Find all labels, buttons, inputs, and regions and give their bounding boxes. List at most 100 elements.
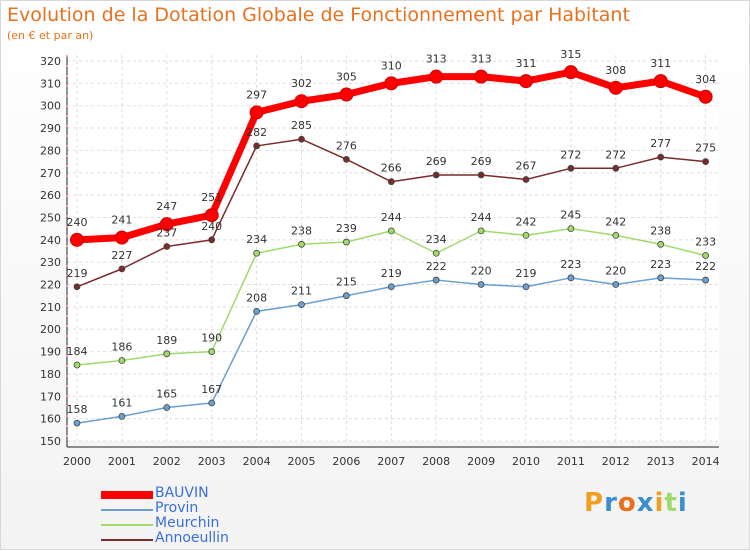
point-meurchin <box>522 231 530 239</box>
y-tick-label: 270 <box>40 167 61 180</box>
series-layer <box>70 65 713 427</box>
point-annoeullin <box>118 265 126 273</box>
x-tick-label: 2001 <box>108 455 136 468</box>
logo-letter: r <box>604 488 618 518</box>
data-label-annoeullin: 237 <box>156 227 177 240</box>
data-label-bauvin: 310 <box>381 59 402 72</box>
data-label-bauvin: 241 <box>111 214 132 227</box>
legend-swatch <box>101 509 153 511</box>
point-meurchin <box>387 227 395 235</box>
x-tick-label: 2003 <box>198 455 226 468</box>
data-label-bauvin: 297 <box>246 88 267 101</box>
point-provin <box>208 399 216 407</box>
x-tick-label: 2010 <box>512 455 540 468</box>
data-label-annoeullin: 272 <box>605 148 626 161</box>
data-label-provin: 167 <box>201 383 222 396</box>
point-annoeullin <box>432 171 440 179</box>
data-label-annoeullin: 276 <box>336 139 357 152</box>
data-label-provin: 222 <box>695 260 716 273</box>
x-tick-label: 2009 <box>467 455 495 468</box>
point-bauvin <box>474 69 489 84</box>
x-tick-label: 2007 <box>377 455 405 468</box>
point-provin <box>163 404 171 411</box>
point-annoeullin <box>702 158 709 165</box>
point-bauvin <box>249 105 264 120</box>
point-provin <box>702 276 709 284</box>
data-label-bauvin: 313 <box>471 53 492 66</box>
data-label-provin: 219 <box>516 267 537 280</box>
point-annoeullin <box>522 176 530 183</box>
point-annoeullin <box>208 236 216 244</box>
data-label-annoeullin: 219 <box>67 267 88 280</box>
point-provin <box>432 276 440 284</box>
data-label-bauvin: 313 <box>426 53 447 66</box>
y-tick-label: 210 <box>40 301 61 314</box>
legend-label: Provin <box>155 500 199 516</box>
y-tick-label: 320 <box>40 55 61 68</box>
data-label-provin: 215 <box>336 276 357 289</box>
data-label-bauvin: 311 <box>650 57 671 70</box>
data-label-meurchin: 189 <box>156 334 177 347</box>
data-label-meurchin: 245 <box>560 209 581 222</box>
data-label-bauvin: 304 <box>695 73 716 86</box>
point-annoeullin <box>387 178 395 186</box>
y-tick-label: 290 <box>40 122 61 135</box>
legend-swatch <box>101 539 153 541</box>
legend-swatch <box>101 524 153 526</box>
point-meurchin <box>253 249 261 257</box>
point-bauvin <box>608 80 623 95</box>
x-tick-label: 2006 <box>332 455 360 468</box>
point-provin <box>522 283 530 291</box>
logo-letter: P <box>584 488 605 518</box>
data-label-meurchin: 244 <box>381 211 402 224</box>
point-annoeullin <box>163 243 171 250</box>
point-meurchin <box>657 240 665 248</box>
point-annoeullin <box>73 283 81 291</box>
data-label-bauvin: 308 <box>605 64 626 77</box>
point-provin <box>477 281 485 288</box>
y-tick-label: 200 <box>40 323 61 336</box>
data-label-provin: 211 <box>291 285 312 298</box>
data-label-meurchin: 234 <box>246 233 267 246</box>
y-tick-label: 170 <box>40 390 61 403</box>
y-tick-label: 280 <box>40 144 61 157</box>
point-provin <box>612 281 620 288</box>
point-meurchin <box>73 361 81 369</box>
point-bauvin <box>204 208 219 223</box>
data-label-provin: 208 <box>246 291 267 304</box>
data-label-bauvin: 240 <box>67 216 88 229</box>
logo-letter: t <box>664 488 678 518</box>
point-provin <box>657 274 665 282</box>
point-bauvin <box>70 232 84 247</box>
y-tick-label: 150 <box>40 435 61 448</box>
chart-subtitle: (en € et par an) <box>7 29 94 42</box>
point-meurchin <box>298 240 305 248</box>
data-label-bauvin: 247 <box>156 200 177 213</box>
y-tick-label: 220 <box>40 279 61 292</box>
legend-label: Annoeullin <box>155 530 229 546</box>
point-meurchin <box>477 227 485 235</box>
data-label-annoeullin: 277 <box>650 137 671 150</box>
point-annoeullin <box>298 135 305 143</box>
y-tick-label: 240 <box>40 234 61 247</box>
data-label-meurchin: 233 <box>695 235 716 248</box>
y-tick-label: 250 <box>40 211 61 224</box>
point-meurchin <box>612 231 620 239</box>
data-label-provin: 222 <box>426 260 447 273</box>
x-tick-label: 2012 <box>602 455 630 468</box>
data-label-annoeullin: 266 <box>381 162 402 175</box>
point-provin <box>118 413 126 420</box>
data-label-provin: 223 <box>560 258 581 271</box>
data-label-provin: 220 <box>605 265 626 278</box>
data-labels-layer: 158 161 165 167 208 211 215 219 222 220 219 223 220 2… <box>67 48 717 416</box>
point-meurchin <box>702 252 709 259</box>
plot-area <box>67 55 719 441</box>
data-label-meurchin: 242 <box>605 215 626 228</box>
y-tick-label: 180 <box>40 368 61 381</box>
legend-swatch <box>101 491 153 499</box>
data-label-annoeullin: 267 <box>516 159 537 172</box>
data-label-meurchin: 244 <box>471 211 492 224</box>
point-bauvin <box>384 76 399 91</box>
point-annoeullin <box>477 171 485 179</box>
x-tick-label: 2004 <box>243 455 271 468</box>
